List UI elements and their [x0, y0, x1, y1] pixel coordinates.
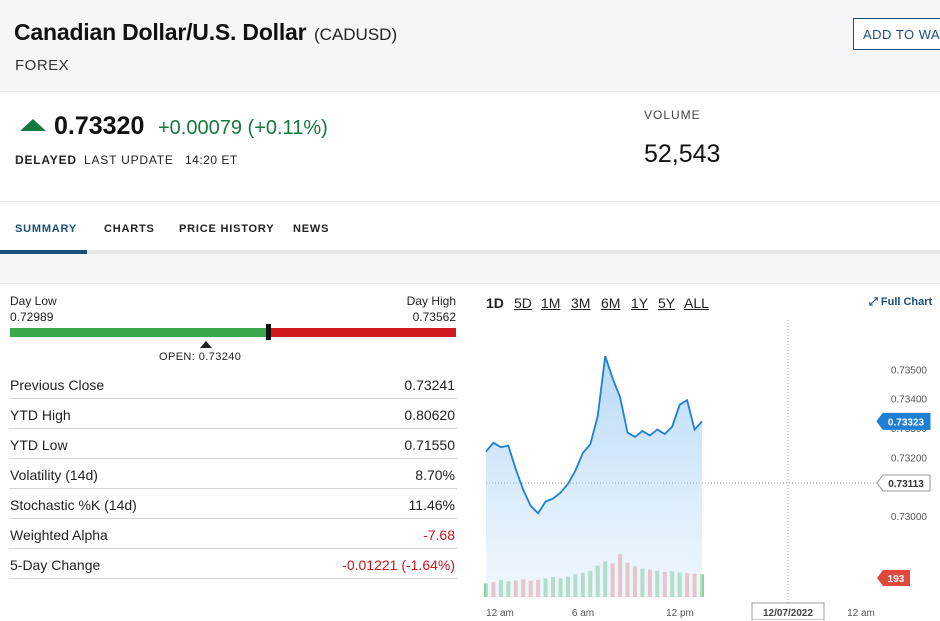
stat-row: Previous Close 0.73241 — [9, 369, 457, 399]
intraday-chart[interactable]: 0.735000.734000.733000.732000.731000.730… — [480, 320, 935, 620]
period-3m[interactable]: 3M — [571, 295, 591, 311]
period-1m[interactable]: 1M — [541, 295, 561, 311]
current-price-badge: 0.73323 — [876, 412, 931, 430]
stat-label: Volatility (14d) — [10, 467, 98, 483]
tab-bar: SUMMARY CHARTS PRICE HISTORY NEWS — [0, 202, 940, 254]
stat-row: YTD High 0.80620 — [9, 399, 457, 429]
quote-panel: 0.73320 +0.00079 (+0.11%) DELAYED LAST U… — [0, 92, 940, 202]
stats-table: Previous Close 0.73241 YTD High 0.80620 YTD … — [9, 369, 457, 579]
volume-value: 52,543 — [644, 140, 721, 168]
open-label-text: OPEN: — [159, 351, 196, 363]
x-axis: 12 am 6 am 12 pm 12/07/2022 12 am — [486, 602, 875, 620]
period-6m[interactable]: 6M — [601, 295, 621, 311]
full-chart-label: Full Chart — [880, 296, 933, 308]
day-range-bar-high — [268, 328, 456, 337]
ticker-symbol: (CADUSD) — [314, 25, 398, 44]
period-5d[interactable]: 5D — [514, 295, 532, 311]
x-tick-label: 12 am — [847, 608, 875, 619]
volume-badge: 193 — [877, 570, 910, 586]
current-price-badge-text: 0.73323 — [888, 417, 925, 428]
y-tick-label: 0.73000 — [891, 512, 928, 523]
stat-row: Volatility (14d) 8.70% — [9, 459, 457, 489]
y-tick-label: 0.73400 — [891, 395, 928, 406]
stat-label: Weighted Alpha — [10, 527, 108, 543]
y-tick-label: 0.73200 — [891, 453, 928, 464]
price-change: +0.00079 (+0.11%) — [158, 117, 328, 139]
tab-news[interactable]: NEWS — [293, 223, 330, 235]
period-all[interactable]: ALL — [684, 295, 709, 311]
stat-value: -7.68 — [423, 527, 455, 543]
stat-value: 0.73241 — [404, 377, 455, 393]
delayed-badge: DELAYED — [15, 153, 77, 167]
volume-badge-text: 193 — [888, 574, 905, 585]
last-update-time: 14:20 ET — [185, 153, 238, 167]
open-marker-icon — [200, 341, 212, 348]
stat-value: 11.46% — [408, 497, 455, 513]
price-line — [485, 355, 703, 515]
stat-value: -0.01221 (-1.64%) — [342, 557, 455, 573]
open-label: OPEN: 0.73240 — [159, 351, 241, 363]
stat-label: 5-Day Change — [10, 557, 101, 573]
day-range-bar-low — [10, 328, 268, 337]
last-price: 0.73320 — [54, 112, 145, 140]
price-area — [486, 356, 702, 597]
tab-price-history[interactable]: PRICE HISTORY — [179, 223, 275, 235]
add-to-watchlist-button[interactable]: ADD TO WATCHLIST — [853, 18, 940, 50]
last-update-label: LAST UPDATE — [84, 153, 174, 167]
section-divider — [0, 254, 940, 284]
active-tab-indicator — [0, 250, 87, 254]
price-badges: 0.73323 0.73113 193 — [876, 412, 931, 586]
day-high-value: 0.73562 — [412, 310, 456, 324]
stat-value: 0.80620 — [404, 407, 455, 423]
stat-row: Stochastic %K (14d) 11.46% — [9, 489, 457, 519]
page-header: Canadian Dollar/U.S. Dollar (CADUSD) FOR… — [0, 0, 940, 92]
day-high-label: Day High — [406, 294, 456, 308]
stat-value: 8.70% — [415, 467, 455, 483]
previous-close-badge-text: 0.73113 — [888, 479, 924, 490]
expand-icon: ⤢ — [869, 296, 878, 308]
stat-row: Weighted Alpha -7.68 — [9, 519, 457, 549]
y-axis: 0.735000.734000.733000.732000.731000.730… — [891, 365, 928, 523]
day-low-label: Day Low — [10, 294, 57, 308]
up-arrow-icon — [20, 119, 46, 131]
open-value: 0.73240 — [198, 351, 242, 363]
period-1y[interactable]: 1Y — [631, 295, 649, 311]
x-tick-label: 12 am — [486, 608, 514, 619]
instrument-title: Canadian Dollar/U.S. Dollar — [14, 19, 307, 45]
day-low-value: 0.72989 — [10, 310, 54, 324]
exchange-label: FOREX — [15, 57, 70, 74]
volume-label: VOLUME — [644, 108, 701, 122]
x-tick-label: 6 am — [572, 608, 594, 619]
stat-label: YTD Low — [10, 437, 68, 453]
stat-label: Stochastic %K (14d) — [10, 497, 137, 513]
x-tick-label: 12 pm — [666, 608, 694, 619]
period-1d[interactable]: 1D — [486, 295, 504, 311]
y-tick-label: 0.73500 — [891, 365, 928, 376]
tab-charts[interactable]: CHARTS — [104, 223, 155, 235]
stat-value: 0.71550 — [404, 437, 455, 453]
stat-row: 5-Day Change -0.01221 (-1.64%) — [9, 549, 457, 579]
full-chart-link[interactable]: ⤢ Full Chart — [869, 296, 932, 309]
stat-row: YTD Low 0.71550 — [9, 429, 457, 459]
period-5y[interactable]: 5Y — [658, 295, 676, 311]
day-range-current-marker — [266, 324, 271, 340]
tab-summary[interactable]: SUMMARY — [15, 223, 78, 235]
stat-label: YTD High — [10, 407, 71, 423]
previous-close-badge: 0.73113 — [876, 474, 931, 492]
x-tick-label: 12/07/2022 — [763, 608, 813, 619]
stat-label: Previous Close — [10, 377, 105, 393]
